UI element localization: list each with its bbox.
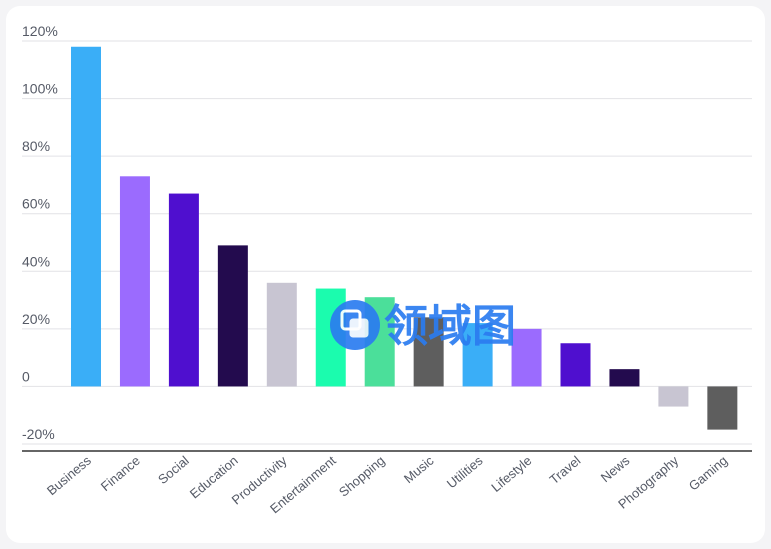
x-tick-label-music: Music xyxy=(401,452,437,486)
bar-gaming xyxy=(707,386,738,430)
y-tick-label: 60% xyxy=(22,196,50,212)
bar-photography xyxy=(658,386,689,407)
bar-travel xyxy=(560,343,591,387)
bar-social xyxy=(168,193,199,387)
x-tick-label-utilities: Utilities xyxy=(444,452,486,491)
x-tick-label-lifestyle: Lifestyle xyxy=(488,453,534,495)
x-axis-labels: Business Finance SocialEducationProductivi… xyxy=(44,452,730,516)
y-tick-label: 0 xyxy=(22,368,30,384)
y-tick-label: 100% xyxy=(22,81,58,97)
watermark-logo-square-front xyxy=(349,318,369,338)
bar-productivity xyxy=(266,282,297,387)
watermark-text: 领域图 xyxy=(384,301,516,352)
x-tick-label-business: Business xyxy=(44,452,94,498)
y-axis-ticks: -20% 0 20% 40% 60% 80% 100% 120% xyxy=(22,23,58,442)
bar-utilities xyxy=(462,323,493,387)
x-tick-label-finance: Finance xyxy=(98,453,143,494)
x-tick-label-travel: Travel xyxy=(546,453,583,487)
bar-finance xyxy=(119,176,150,387)
bar-education xyxy=(217,245,248,387)
y-tick-label: -20% xyxy=(22,426,55,442)
x-tick-label-news: News xyxy=(598,452,633,485)
y-tick-label: 120% xyxy=(22,23,58,39)
bar-business xyxy=(71,46,101,387)
bar-news xyxy=(609,369,640,387)
y-tick-label: 80% xyxy=(22,138,50,154)
x-tick-label-gaming: Gaming xyxy=(686,453,731,494)
x-tick-label-social: Social xyxy=(155,453,192,487)
bars xyxy=(71,46,738,430)
y-tick-label: 20% xyxy=(22,311,50,327)
watermark: 领域图 xyxy=(330,300,516,352)
bar-lifestyle xyxy=(511,328,542,387)
bar-music xyxy=(413,317,444,387)
y-tick-label: 40% xyxy=(22,253,50,269)
x-tick-label-shopping: Shopping xyxy=(336,453,388,500)
